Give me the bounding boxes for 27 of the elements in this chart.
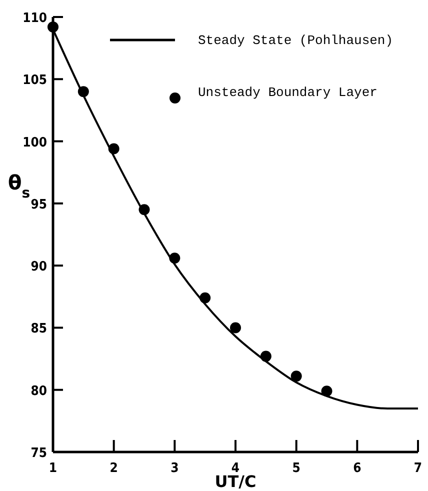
legend-label: Steady State (Pohlhausen) <box>198 33 394 48</box>
y-tick-label: 110 <box>22 11 47 26</box>
x-tick-label: 6 <box>353 461 362 476</box>
x-tick-label: 5 <box>292 461 300 476</box>
y-tick-label: 85 <box>30 322 47 337</box>
y-tick-label: 105 <box>22 73 47 88</box>
point <box>321 386 332 397</box>
point <box>138 204 150 216</box>
point <box>108 143 120 154</box>
x-tick-label: 2 <box>110 461 118 476</box>
y-tick-label: 75 <box>30 446 47 461</box>
x-tick-label: 1 <box>48 461 58 476</box>
x-tick-label: 3 <box>170 461 179 476</box>
y-tick-label: 90 <box>30 260 47 275</box>
y-axis-title: θ$_{s}$ <box>8 170 30 202</box>
point <box>230 322 241 334</box>
y-tick-label: 80 <box>30 384 47 399</box>
point <box>200 292 211 304</box>
point <box>48 21 58 32</box>
x-tick-label: 7 <box>414 461 422 476</box>
y-tick-label: 100 <box>22 135 47 150</box>
point <box>290 370 302 382</box>
point <box>169 252 180 264</box>
point <box>78 86 89 98</box>
y-tick-label: 95 <box>30 197 47 212</box>
point <box>260 350 272 362</box>
legend-label: Unsteady Boundary Layer <box>198 85 378 100</box>
